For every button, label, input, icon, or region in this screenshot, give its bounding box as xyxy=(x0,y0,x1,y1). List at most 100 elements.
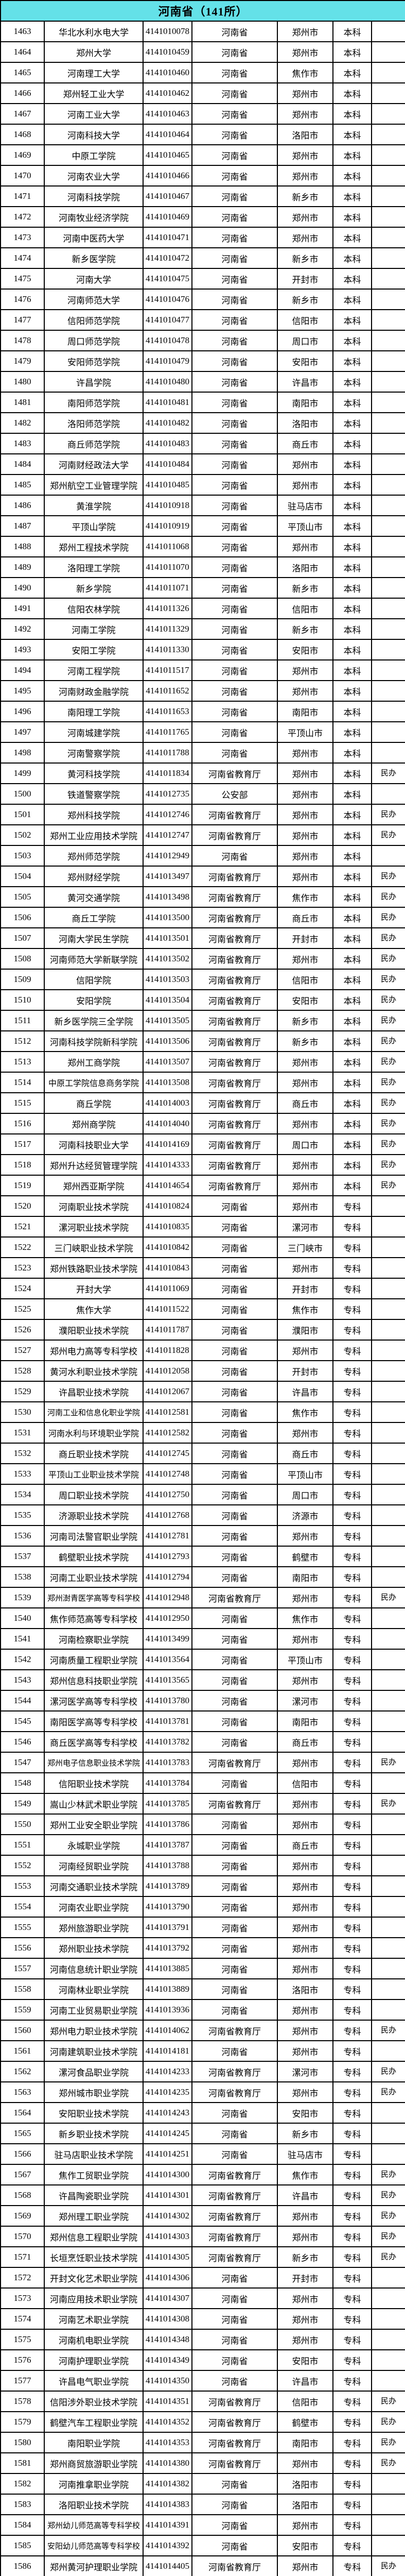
cell-name: 河南牧业经济学院 xyxy=(44,206,144,228)
cell-city: 漯河市 xyxy=(277,2061,333,2082)
cell-level: 专科 xyxy=(332,2308,372,2330)
cell-name: 信阳师范学院 xyxy=(44,309,144,331)
cell-remark xyxy=(371,185,405,207)
cell-no: 1506 xyxy=(0,907,45,928)
cell-name: 河南机电职业学院 xyxy=(44,2329,144,2350)
cell-authority: 河南省 xyxy=(191,659,278,681)
cell-no: 1524 xyxy=(0,1278,45,1299)
cell-city: 许昌市 xyxy=(277,371,333,393)
cell-authority: 河南省 xyxy=(191,1814,278,1835)
cell-level: 本科 xyxy=(332,824,372,846)
cell-code: 4141010484 xyxy=(143,453,192,475)
table-row: 1581 郑州商贸旅游职业学院 4141014380 河南省教育厅 郑州市 专科 民办 xyxy=(0,2452,405,2474)
cell-code: 4141010471 xyxy=(143,227,192,248)
cell-code: 4141011787 xyxy=(143,1319,192,1341)
cell-remark: 民办 xyxy=(371,2452,405,2474)
cell-code: 4141012581 xyxy=(143,1401,192,1423)
cell-level: 本科 xyxy=(332,1154,372,1176)
cell-authority: 河南省 xyxy=(191,680,278,702)
cell-name: 许昌职业技术学院 xyxy=(44,1381,144,1402)
cell-authority: 河南省 xyxy=(191,639,278,660)
cell-authority: 河南省 xyxy=(191,1360,278,1382)
cell-level: 本科 xyxy=(332,515,372,537)
cell-authority: 公安部 xyxy=(191,783,278,805)
cell-remark xyxy=(371,2473,405,2495)
cell-level: 专科 xyxy=(332,1360,372,1382)
cell-authority: 河南省 xyxy=(191,1731,278,1753)
cell-code: 4141012950 xyxy=(143,1607,192,1629)
cell-name: 洛阳师范学院 xyxy=(44,412,144,434)
cell-level: 专科 xyxy=(332,2020,372,2041)
cell-remark xyxy=(371,350,405,372)
cell-authority: 河南省教育厅 xyxy=(191,2226,278,2247)
cell-level: 专科 xyxy=(332,1504,372,1526)
cell-remark xyxy=(371,2102,405,2124)
cell-level: 专科 xyxy=(332,2535,372,2556)
cell-code: 4141012735 xyxy=(143,783,192,805)
cell-authority: 河南省教育厅 xyxy=(191,1010,278,1031)
table-row: 1551 永城职业学院 4141013787 河南省 商丘市 专科 xyxy=(0,1834,405,1856)
cell-code: 4141014251 xyxy=(143,2143,192,2165)
table-row: 1521 漯河职业技术学院 4141010835 河南省 漯河市 专科 xyxy=(0,1216,405,1238)
cell-code: 4141010477 xyxy=(143,309,192,331)
table-row: 1478 周口师范学院 4141010478 河南省 周口市 本科 xyxy=(0,330,405,351)
cell-remark xyxy=(371,701,405,722)
cell-remark xyxy=(371,268,405,290)
cell-name: 河南大学民生学院 xyxy=(44,927,144,949)
cell-no: 1577 xyxy=(0,2370,45,2392)
cell-code: 4141014350 xyxy=(143,2370,192,2392)
table-row: 1502 郑州工业应用技术学院 4141012747 河南省教育厅 郑州市 本科 民办 xyxy=(0,824,405,846)
cell-level: 本科 xyxy=(332,392,372,413)
cell-no: 1483 xyxy=(0,433,45,454)
cell-city: 郑州市 xyxy=(277,1855,333,1876)
cell-no: 1482 xyxy=(0,412,45,434)
cell-authority: 河南省 xyxy=(191,2102,278,2124)
cell-code: 4141011765 xyxy=(143,721,192,743)
cell-code: 4141011653 xyxy=(143,701,192,722)
cell-level: 本科 xyxy=(332,185,372,207)
table-row: 1541 河南检察职业学院 4141013499 河南省 郑州市 专科 xyxy=(0,1628,405,1650)
cell-remark xyxy=(371,474,405,496)
cell-no: 1552 xyxy=(0,1855,45,1876)
table-row: 1556 郑州职业技术学院 4141013792 河南省 郑州市 专科 xyxy=(0,1937,405,1959)
cell-code: 4141014380 xyxy=(143,2452,192,2474)
cell-name: 黄河水利职业技术学院 xyxy=(44,1360,144,1382)
cell-level: 本科 xyxy=(332,124,372,145)
table-row: 1499 黄河科技学院 4141011834 河南省教育厅 郑州市 本科 民办 xyxy=(0,762,405,784)
table-row: 1501 郑州科技学院 4141012746 河南省教育厅 郑州市 本科 民办 xyxy=(0,804,405,825)
cell-level: 本科 xyxy=(332,536,372,557)
cell-code: 4141012745 xyxy=(143,1443,192,1464)
cell-city: 新乡市 xyxy=(277,618,333,640)
cell-level: 本科 xyxy=(332,268,372,290)
cell-authority: 河南省 xyxy=(191,103,278,125)
cell-no: 1500 xyxy=(0,783,45,805)
table-row: 1518 郑州升达经贸管理学院 4141014333 河南省教育厅 郑州市 本科 民办 xyxy=(0,1154,405,1176)
table-row: 1500 铁道警察学院 4141012735 公安部 郑州市 本科 xyxy=(0,783,405,805)
cell-remark xyxy=(371,659,405,681)
table-row: 1584 郑州幼儿师范高等专科学校 4141014391 河南省 郑州市 专科 xyxy=(0,2514,405,2536)
cell-no: 1486 xyxy=(0,495,45,516)
cell-city: 新乡市 xyxy=(277,1010,333,1031)
cell-authority: 河南省 xyxy=(191,2535,278,2556)
table-row: 1562 漯河食品职业学院 4141014233 河南省教育厅 漯河市 专科 民办 xyxy=(0,2061,405,2082)
table-row: 1542 河南质量工程职业学院 4141013564 河南省 平顶山市 专科 xyxy=(0,1649,405,1670)
cell-name: 安阳职业技术学院 xyxy=(44,2102,144,2124)
cell-level: 专科 xyxy=(332,1793,372,1815)
cell-code: 4141014349 xyxy=(143,2349,192,2371)
cell-name: 河南艺术职业学院 xyxy=(44,2308,144,2330)
cell-city: 鹤壁市 xyxy=(277,1546,333,1567)
cell-no: 1557 xyxy=(0,1958,45,1979)
cell-level: 专科 xyxy=(332,1484,372,1505)
cell-level: 本科 xyxy=(332,289,372,310)
cell-code: 4141014062 xyxy=(143,2020,192,2041)
cell-remark xyxy=(371,721,405,743)
cell-no: 1527 xyxy=(0,1340,45,1361)
cell-no: 1489 xyxy=(0,556,45,578)
cell-no: 1542 xyxy=(0,1649,45,1670)
cell-city: 郑州市 xyxy=(277,824,333,846)
cell-remark xyxy=(371,165,405,187)
cell-authority: 河南省 xyxy=(191,392,278,413)
cell-code: 4141014308 xyxy=(143,2308,192,2330)
cell-no: 1547 xyxy=(0,1752,45,1773)
cell-name: 铁道警察学院 xyxy=(44,783,144,805)
